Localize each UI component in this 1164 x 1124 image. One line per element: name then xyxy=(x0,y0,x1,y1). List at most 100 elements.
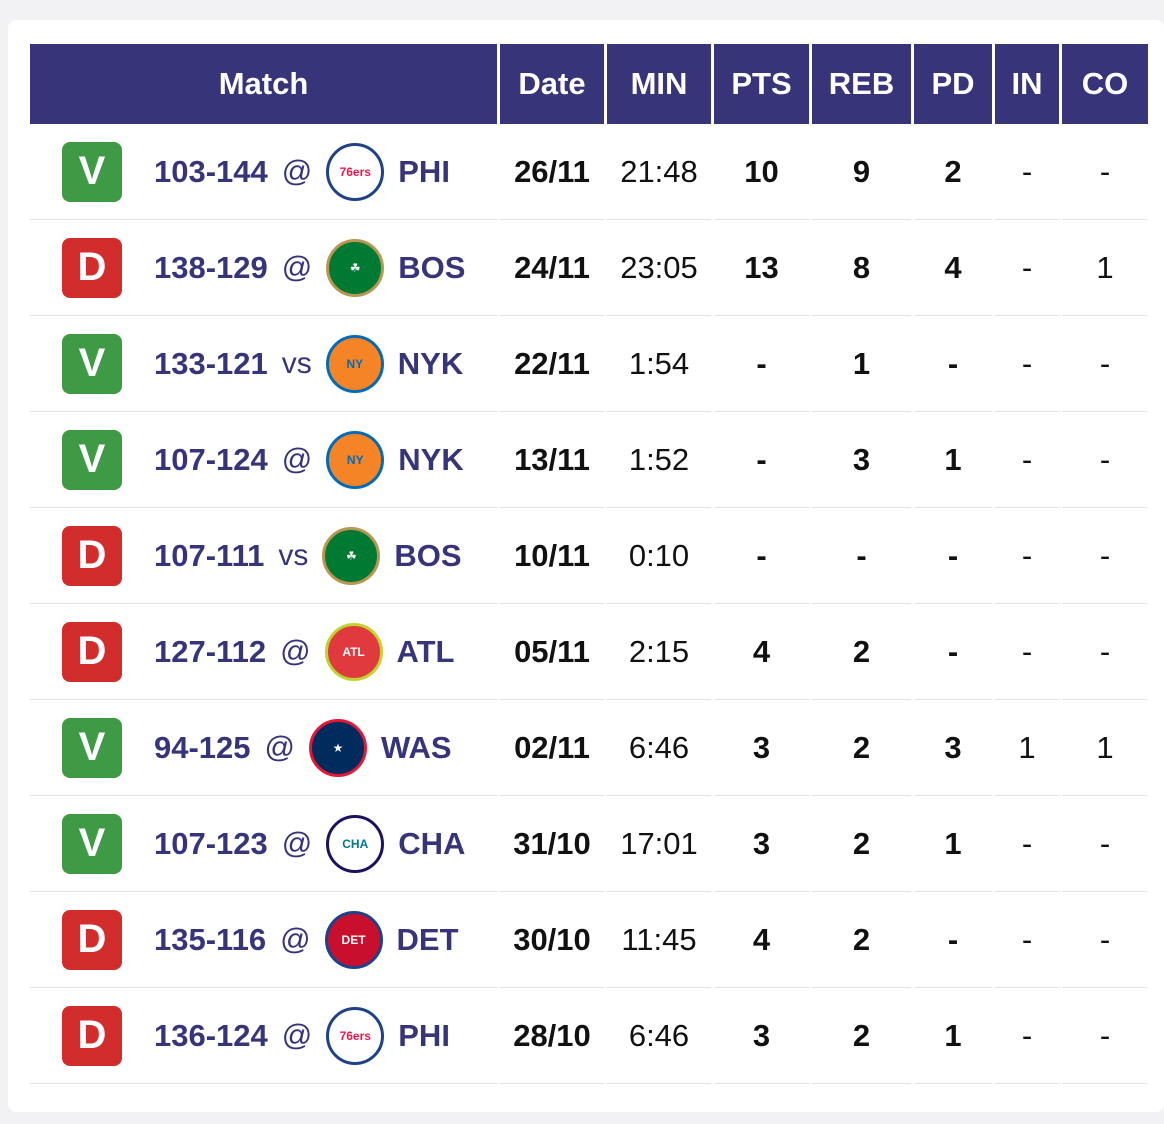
win-badge: V xyxy=(62,333,122,394)
location-indicator: @ xyxy=(280,634,311,668)
score-link[interactable]: 107-111 xyxy=(154,537,265,573)
date-cell: 10/11 xyxy=(500,508,604,604)
header-reb[interactable]: REB xyxy=(812,44,911,124)
score-link[interactable]: 135-116 xyxy=(154,921,267,957)
game-log-card: Match Date MIN PTS REB PD IN CO V 103-144 @76ers PH… xyxy=(8,20,1164,1112)
date-cell: 24/11 xyxy=(500,220,604,316)
blocks-cell: - xyxy=(1062,796,1148,892)
header-in[interactable]: IN xyxy=(995,44,1059,124)
blocks-cell: - xyxy=(1062,412,1148,508)
location-indicator: @ xyxy=(281,154,313,188)
loss-badge: D xyxy=(62,525,122,586)
team-abbreviation-link[interactable]: WAS xyxy=(381,729,452,765)
match-cell: D 107-111 vs ☘ BOS xyxy=(30,508,497,604)
blocks-cell: - xyxy=(1062,892,1148,988)
new-york-knicks-logo: NY xyxy=(325,334,384,393)
date-cell: 30/10 xyxy=(500,892,604,988)
header-match[interactable]: Match xyxy=(30,44,497,124)
win-badge: V xyxy=(62,717,122,778)
match-cell: D 135-116 @ DET DET xyxy=(30,892,497,988)
team-abbreviation-link[interactable]: PHI xyxy=(398,1017,450,1053)
minutes-cell: 11:45 xyxy=(607,892,711,988)
team-abbreviation-link[interactable]: PHI xyxy=(398,153,450,189)
date-cell: 31/10 xyxy=(500,796,604,892)
location-indicator: vs xyxy=(278,538,309,572)
score-link[interactable]: 136-124 xyxy=(154,1017,268,1053)
points-cell: 4 xyxy=(714,892,809,988)
match-cell: D 136-124 @76ers PHI xyxy=(30,988,497,1084)
rebounds-cell: 2 xyxy=(812,892,911,988)
minutes-cell: 6:46 xyxy=(607,988,711,1084)
blocks-cell: 1 xyxy=(1062,220,1148,316)
date-cell: 26/11 xyxy=(500,124,604,220)
score-link[interactable]: 138-129 xyxy=(154,249,268,285)
score-link[interactable]: 107-124 xyxy=(154,441,268,477)
blocks-cell: - xyxy=(1062,508,1148,604)
score-link[interactable]: 127-112 xyxy=(154,633,267,669)
team-abbreviation-link[interactable]: NYK xyxy=(398,441,464,477)
date-cell: 22/11 xyxy=(500,316,604,412)
rebounds-cell: 2 xyxy=(812,796,911,892)
new-york-knicks-logo: NY xyxy=(326,430,385,489)
date-cell: 13/11 xyxy=(500,412,604,508)
steals-cell: - xyxy=(995,796,1059,892)
match-cell: V 107-123 @ CHA CHA xyxy=(30,796,497,892)
team-abbreviation-link[interactable]: BOS xyxy=(394,537,462,573)
location-indicator: @ xyxy=(281,250,313,284)
header-min[interactable]: MIN xyxy=(607,44,711,124)
assists-cell: 1 xyxy=(914,796,992,892)
steals-cell: - xyxy=(995,988,1059,1084)
win-badge: V xyxy=(62,813,122,874)
minutes-cell: 0:10 xyxy=(607,508,711,604)
location-indicator: @ xyxy=(264,730,295,764)
assists-cell: 4 xyxy=(914,220,992,316)
assists-cell: 1 xyxy=(914,988,992,1084)
team-abbreviation-link[interactable]: ATL xyxy=(396,633,455,669)
header-date[interactable]: Date xyxy=(500,44,604,124)
minutes-cell: 1:52 xyxy=(607,412,711,508)
assists-cell: - xyxy=(914,316,992,412)
points-cell: - xyxy=(714,412,809,508)
location-indicator: @ xyxy=(281,442,313,476)
steals-cell: - xyxy=(995,604,1059,700)
minutes-cell: 2:15 xyxy=(607,604,711,700)
blocks-cell: - xyxy=(1062,124,1148,220)
minutes-cell: 1:54 xyxy=(607,316,711,412)
team-abbreviation-link[interactable]: CHA xyxy=(398,825,466,861)
team-abbreviation-link[interactable]: DET xyxy=(396,921,459,957)
location-indicator: @ xyxy=(281,1018,313,1052)
match-cell: V 103-144 @76ers PHI xyxy=(30,124,497,220)
score-link[interactable]: 103-144 xyxy=(154,153,268,189)
points-cell: 10 xyxy=(714,124,809,220)
score-link[interactable]: 133-121 xyxy=(154,345,268,381)
steals-cell: - xyxy=(995,892,1059,988)
match-cell: V 133-121 vs NY NYK xyxy=(30,316,497,412)
score-link[interactable]: 94-125 xyxy=(154,729,251,765)
score-link[interactable]: 107-123 xyxy=(154,825,268,861)
steals-cell: 1 xyxy=(995,700,1059,796)
points-cell: 3 xyxy=(714,700,809,796)
points-cell: - xyxy=(714,316,809,412)
assists-cell: 2 xyxy=(914,124,992,220)
team-abbreviation-link[interactable]: NYK xyxy=(397,345,464,381)
location-indicator: vs xyxy=(281,346,312,380)
match-cell: D 127-112 @ ATL ATL xyxy=(30,604,497,700)
blocks-cell: - xyxy=(1062,604,1148,700)
atlanta-hawks-logo: ATL xyxy=(324,622,383,681)
assists-cell: - xyxy=(914,892,992,988)
header-co[interactable]: CO xyxy=(1062,44,1148,124)
win-badge: V xyxy=(62,429,122,490)
rebounds-cell: 9 xyxy=(812,124,911,220)
boston-celtics-logo: ☘ xyxy=(326,238,385,297)
location-indicator: @ xyxy=(280,922,311,956)
date-cell: 02/11 xyxy=(500,700,604,796)
loss-badge: D xyxy=(62,1005,122,1066)
minutes-cell: 6:46 xyxy=(607,700,711,796)
team-abbreviation-link[interactable]: BOS xyxy=(398,249,466,285)
header-pts[interactable]: PTS xyxy=(714,44,809,124)
header-pd[interactable]: PD xyxy=(914,44,992,124)
washington-wizards-logo: ★ xyxy=(309,718,367,777)
blocks-cell: 1 xyxy=(1062,700,1148,796)
points-cell: 13 xyxy=(714,220,809,316)
rebounds-cell: 2 xyxy=(812,700,911,796)
